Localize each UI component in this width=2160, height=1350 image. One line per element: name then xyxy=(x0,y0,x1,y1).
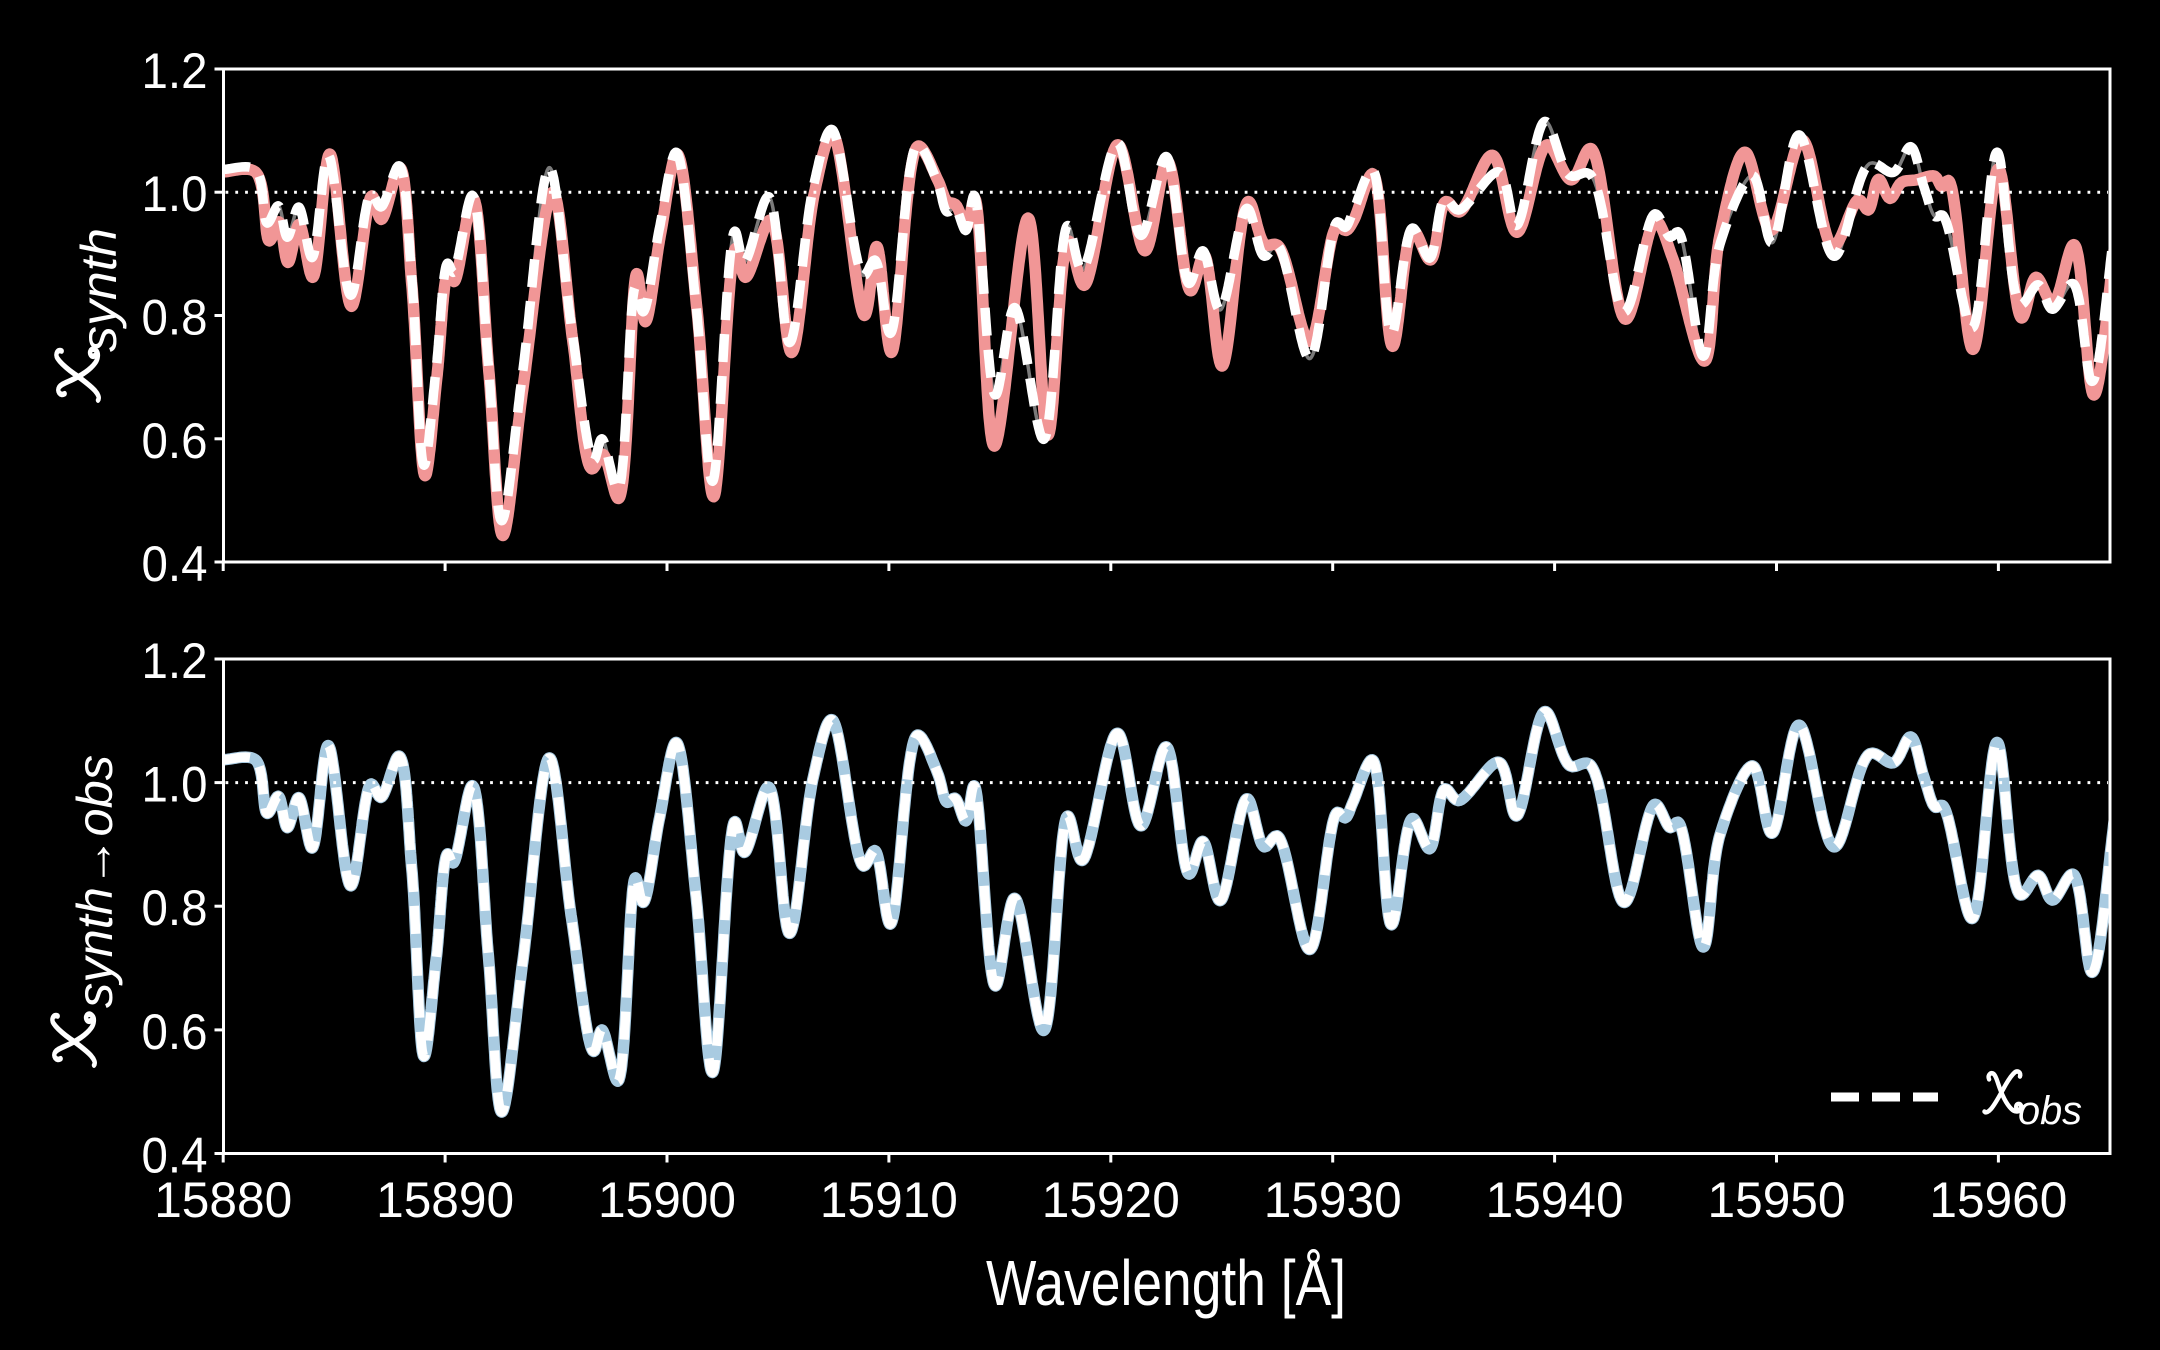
svg-text:15880: 15880 xyxy=(154,1172,292,1228)
svg-text:synth: synth xyxy=(71,228,127,352)
svg-text:0.6: 0.6 xyxy=(142,1004,208,1060)
svg-text:15890: 15890 xyxy=(376,1172,514,1228)
svg-text:synth→obs: synth→obs xyxy=(67,755,123,1008)
svg-text:15920: 15920 xyxy=(1042,1172,1180,1228)
svg-text:0.4: 0.4 xyxy=(142,536,208,592)
svg-text:0.8: 0.8 xyxy=(142,290,208,346)
svg-text:15910: 15910 xyxy=(820,1172,958,1228)
svg-text:15950: 15950 xyxy=(1708,1172,1846,1228)
svg-text:15960: 15960 xyxy=(1929,1172,2067,1228)
svg-text:15900: 15900 xyxy=(598,1172,736,1228)
svg-text:1.0: 1.0 xyxy=(142,166,208,222)
svg-text:15940: 15940 xyxy=(1486,1172,1624,1228)
svg-text:0.6: 0.6 xyxy=(142,413,208,469)
svg-text:0.4: 0.4 xyxy=(142,1128,208,1184)
svg-text:1.2: 1.2 xyxy=(142,43,208,99)
svg-text:1.0: 1.0 xyxy=(142,757,208,813)
svg-text:15930: 15930 xyxy=(1264,1172,1402,1228)
svg-text:1.2: 1.2 xyxy=(142,633,208,689)
svg-text:Wavelength [Å]: Wavelength [Å] xyxy=(986,1247,1346,1319)
svg-text:obs: obs xyxy=(2018,1089,2082,1133)
svg-text:0.8: 0.8 xyxy=(142,880,208,936)
